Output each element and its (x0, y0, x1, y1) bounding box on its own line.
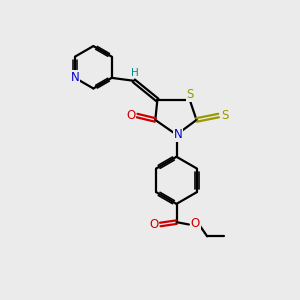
Text: O: O (126, 109, 135, 122)
Text: H: H (131, 68, 139, 78)
Text: S: S (187, 88, 194, 101)
Text: N: N (174, 128, 182, 141)
Text: N: N (70, 71, 80, 84)
Text: S: S (221, 109, 229, 122)
Text: O: O (149, 218, 158, 231)
Text: O: O (191, 218, 200, 230)
